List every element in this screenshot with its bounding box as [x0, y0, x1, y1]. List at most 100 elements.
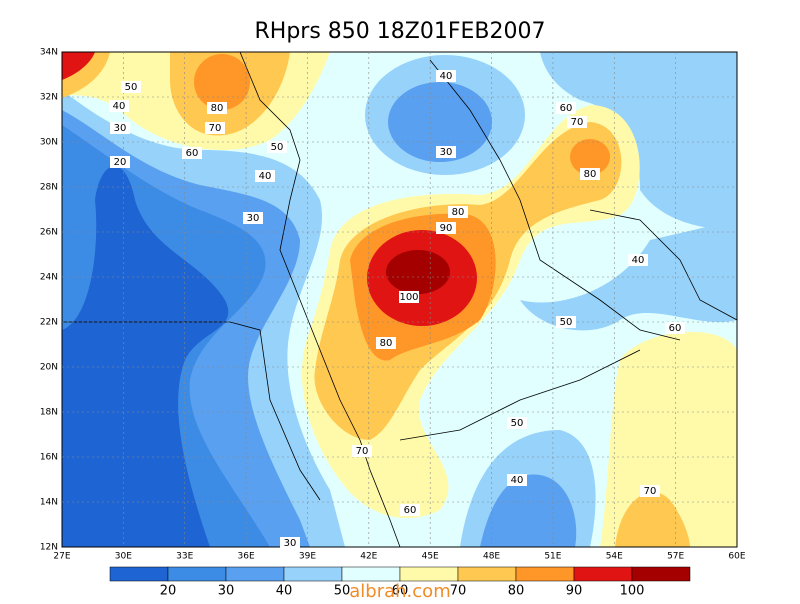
contour-label: 80	[380, 338, 393, 349]
contour-label: 30	[284, 538, 297, 549]
y-tick-label: 14N	[40, 498, 58, 508]
x-tick-label: 60E	[728, 552, 745, 562]
label-backing	[448, 206, 468, 218]
grid: 27E 30E 33E 36E 39E 42E 45E 48E 51E 54E 57E 60E 12N 1…	[40, 48, 746, 562]
label-backing	[436, 146, 456, 158]
colorbar-label: 20	[160, 584, 177, 599]
label-backing	[352, 445, 372, 457]
x-tick-label: 45E	[422, 552, 439, 562]
label-backing	[628, 254, 648, 266]
label-backing	[507, 417, 527, 429]
contour-label: 30	[440, 147, 453, 158]
colorbar-label: 80	[508, 584, 525, 599]
contour-labels: 50 40 30 20 80 70 60 50 40 30 40 30 60 70 80 80 90 100 80 4…	[109, 70, 685, 549]
fill-region	[386, 250, 450, 294]
y-tick-label: 28N	[40, 183, 58, 193]
colorbar-swatch	[283, 566, 343, 582]
contour-label: 50	[271, 142, 284, 153]
colorbar-label: 50	[334, 584, 351, 599]
colorbar-swatch	[225, 566, 285, 582]
label-backing	[436, 70, 456, 82]
contour-label: 40	[632, 255, 645, 266]
y-tick-label: 16N	[40, 453, 58, 463]
x-tick-label: 36E	[238, 552, 255, 562]
label-backing	[376, 337, 396, 349]
label-backing	[182, 147, 202, 159]
label-backing	[255, 170, 275, 182]
contour-label: 90	[440, 223, 453, 234]
x-tick-label: 33E	[176, 552, 193, 562]
label-backing	[436, 222, 456, 234]
contour-label: 70	[356, 446, 369, 457]
colorbar-swatch	[631, 566, 691, 582]
fill-region	[600, 331, 737, 547]
colorbar-swatch	[399, 566, 459, 582]
x-tick-label: 48E	[483, 552, 500, 562]
fill-region	[615, 492, 690, 547]
label-backing	[665, 322, 685, 334]
label-backing	[267, 141, 287, 153]
colorbar-label: 70	[450, 584, 467, 599]
plot-frame	[61, 51, 738, 548]
label-backing	[280, 537, 300, 549]
x-tick-label: 54E	[606, 552, 623, 562]
contour-label: 40	[259, 171, 272, 182]
label-backing	[640, 485, 660, 497]
label-backing	[243, 212, 263, 224]
y-tick-label: 30N	[40, 138, 58, 148]
contour-label: 40	[440, 71, 453, 82]
x-tick-label: 39E	[299, 552, 316, 562]
coastline	[429, 59, 681, 341]
contour-label: 50	[511, 418, 524, 429]
colorbar-label: 30	[218, 584, 235, 599]
y-tick-label: 22N	[40, 318, 58, 328]
contour-label: 40	[113, 101, 126, 112]
colorbar-label: 90	[566, 584, 583, 599]
x-tick-label: 30E	[115, 552, 132, 562]
colorbar-swatch	[167, 566, 227, 582]
border-line	[399, 349, 641, 441]
label-backing	[121, 81, 141, 93]
label-backing	[400, 504, 420, 516]
contour-label: 60	[560, 103, 573, 114]
label-backing	[399, 291, 419, 303]
label-backing	[507, 474, 527, 486]
contour-label: 70	[644, 486, 657, 497]
colorbar-swatch	[457, 566, 517, 582]
colorbar: 20 30 40 50 60 70 80 90 100	[109, 566, 691, 599]
label-backing	[110, 156, 130, 168]
fill-region	[62, 166, 229, 547]
contour-label: 60	[669, 323, 682, 334]
contour-label: 50	[560, 317, 573, 328]
contour-label: 80	[584, 169, 597, 180]
y-tick-label: 26N	[40, 228, 58, 238]
contour-label: 30	[247, 213, 260, 224]
contour-label: 70	[209, 123, 222, 134]
coastline	[589, 209, 737, 321]
contour-label: 60	[404, 505, 417, 516]
x-tick-label: 42E	[360, 552, 377, 562]
contour-label: 50	[125, 82, 138, 93]
fill-region	[62, 52, 95, 80]
x-tick-label: 51E	[544, 552, 561, 562]
colorbar-label: 60	[392, 584, 409, 599]
fill-region	[194, 54, 250, 110]
watermark: albrah.com	[349, 581, 450, 600]
label-backing	[110, 122, 130, 134]
colorbar-swatch	[341, 566, 401, 582]
contour-label: 70	[571, 117, 584, 128]
label-backing	[109, 100, 129, 112]
title: RHprs 850 18Z01FEB2007	[255, 19, 546, 44]
contour-label: 60	[186, 148, 199, 159]
label-backing	[580, 168, 600, 180]
contour-label: 30	[114, 123, 127, 134]
contour-label: 100	[399, 292, 418, 303]
label-backing	[567, 116, 587, 128]
coastline	[239, 52, 401, 547]
contour-label: 20	[114, 157, 127, 168]
label-backing	[556, 316, 576, 328]
y-tick-label: 24N	[40, 273, 58, 283]
y-tick-label: 34N	[40, 48, 58, 58]
field	[62, 52, 737, 547]
